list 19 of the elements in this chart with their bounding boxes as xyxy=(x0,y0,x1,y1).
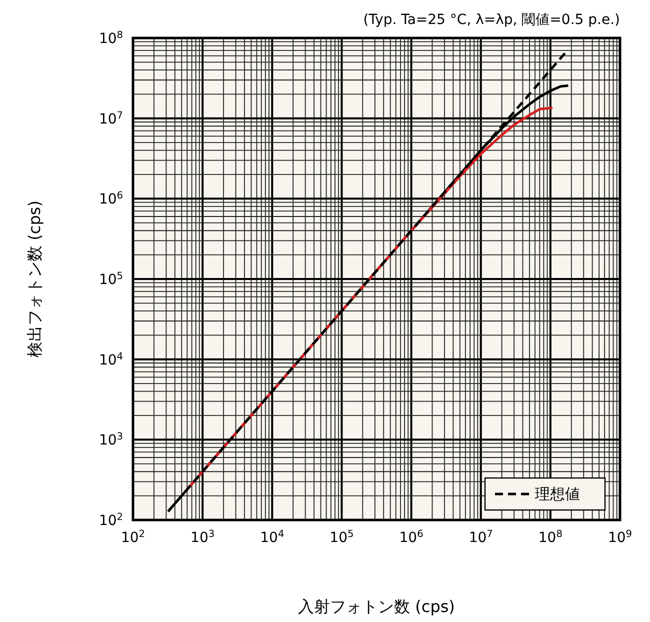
y-tick-label: 10$^{4}$ xyxy=(98,350,123,368)
x-tick-label: 10$^{2}$ xyxy=(120,528,146,546)
x-axis-title: 入射フォトン数 (cps) xyxy=(298,597,455,616)
y-tick-label: 10$^{2}$ xyxy=(98,512,123,529)
y-tick-label: 10$^{5}$ xyxy=(98,270,123,288)
x-tick-label: 10$^{7}$ xyxy=(468,528,493,546)
y-tick-label: 10$^{8}$ xyxy=(98,30,123,47)
y-tick-label: 10$^{7}$ xyxy=(98,110,123,128)
x-tick-label: 10$^{6}$ xyxy=(399,528,424,546)
legend-label: 理想値 xyxy=(535,485,580,503)
x-tick-label: 10$^{5}$ xyxy=(330,528,354,546)
x-tick-label: 10$^{3}$ xyxy=(190,528,215,546)
y-axis-title: 検出フォトン数 (cps) xyxy=(25,200,44,358)
x-tick-label: 10$^{9}$ xyxy=(608,528,632,546)
x-tick-label: 10$^{8}$ xyxy=(538,528,562,546)
y-tick-label: 10$^{6}$ xyxy=(98,190,123,208)
x-tick-label: 10$^{4}$ xyxy=(260,528,284,546)
y-tick-label: 10$^{3}$ xyxy=(98,431,123,449)
text: (Typ. Ta=25 °C, λ=λp, 閾値=0.5 p.e.) xyxy=(363,12,620,28)
